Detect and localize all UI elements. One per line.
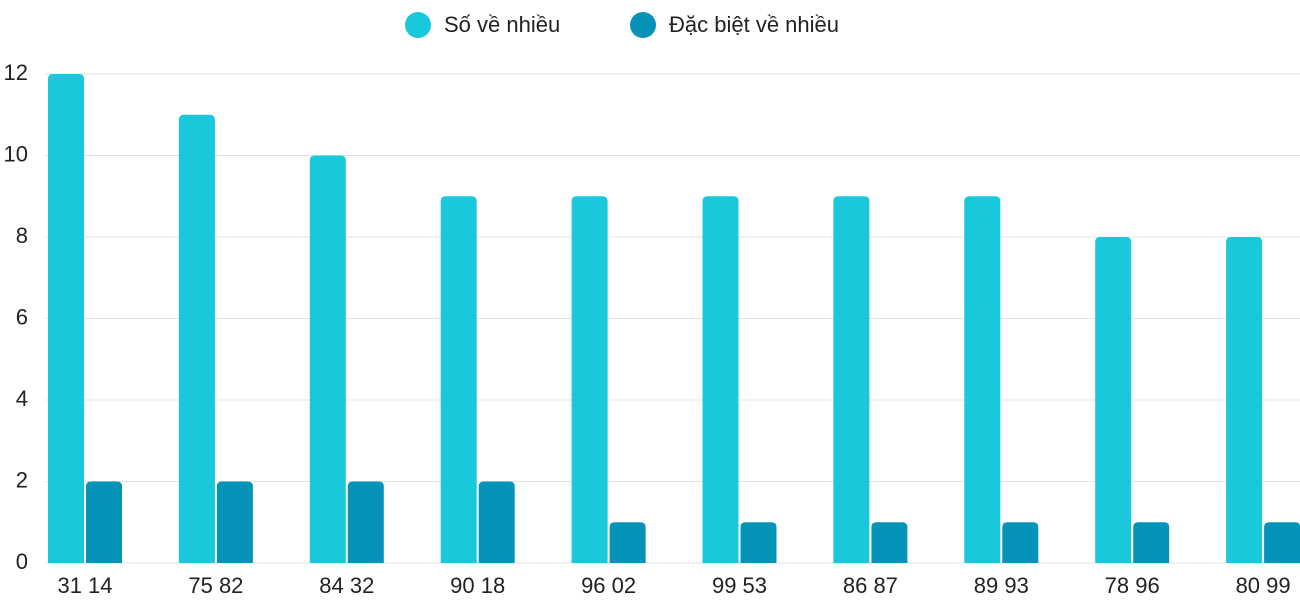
legend-label: Số về nhiều — [444, 12, 560, 37]
y-tick-label: 4 — [16, 386, 28, 411]
bar — [440, 196, 477, 563]
bar — [347, 481, 384, 563]
x-tick-label: 99 53 — [712, 573, 767, 598]
x-tick-label: 86 87 — [843, 573, 898, 598]
x-tick-label: 89 93 — [974, 573, 1029, 598]
bar — [1095, 237, 1132, 563]
x-tick-label: 96 02 — [581, 573, 636, 598]
x-tick-label: 31 14 — [57, 573, 112, 598]
bar — [871, 522, 908, 563]
bar — [609, 522, 646, 563]
legend-label: Đặc biệt về nhiều — [669, 12, 839, 37]
y-tick-label: 10 — [4, 141, 28, 166]
y-tick-label: 0 — [16, 549, 28, 574]
bar — [178, 114, 215, 563]
bar — [740, 522, 777, 563]
bar — [478, 481, 515, 563]
bar — [1133, 522, 1170, 563]
y-tick-label: 2 — [16, 467, 28, 492]
bar — [1226, 237, 1263, 563]
x-tick-label: 75 82 — [188, 573, 243, 598]
bar — [571, 196, 608, 563]
legend-swatch — [405, 12, 431, 38]
bar — [216, 481, 253, 563]
y-tick-label: 8 — [16, 223, 28, 248]
bar — [964, 196, 1001, 563]
bar — [1264, 522, 1300, 563]
y-tick-label: 12 — [4, 60, 28, 85]
bar — [1002, 522, 1039, 563]
x-tick-label: 84 32 — [319, 573, 374, 598]
x-tick-label: 78 96 — [1105, 573, 1160, 598]
bar — [48, 74, 84, 563]
bar — [309, 155, 346, 563]
bar — [833, 196, 870, 563]
bar — [702, 196, 739, 563]
y-tick-label: 6 — [16, 304, 28, 329]
bar — [86, 481, 122, 563]
x-tick-label: 90 18 — [450, 573, 505, 598]
x-tick-label: 80 99 — [1236, 573, 1291, 598]
legend-swatch — [630, 12, 656, 38]
